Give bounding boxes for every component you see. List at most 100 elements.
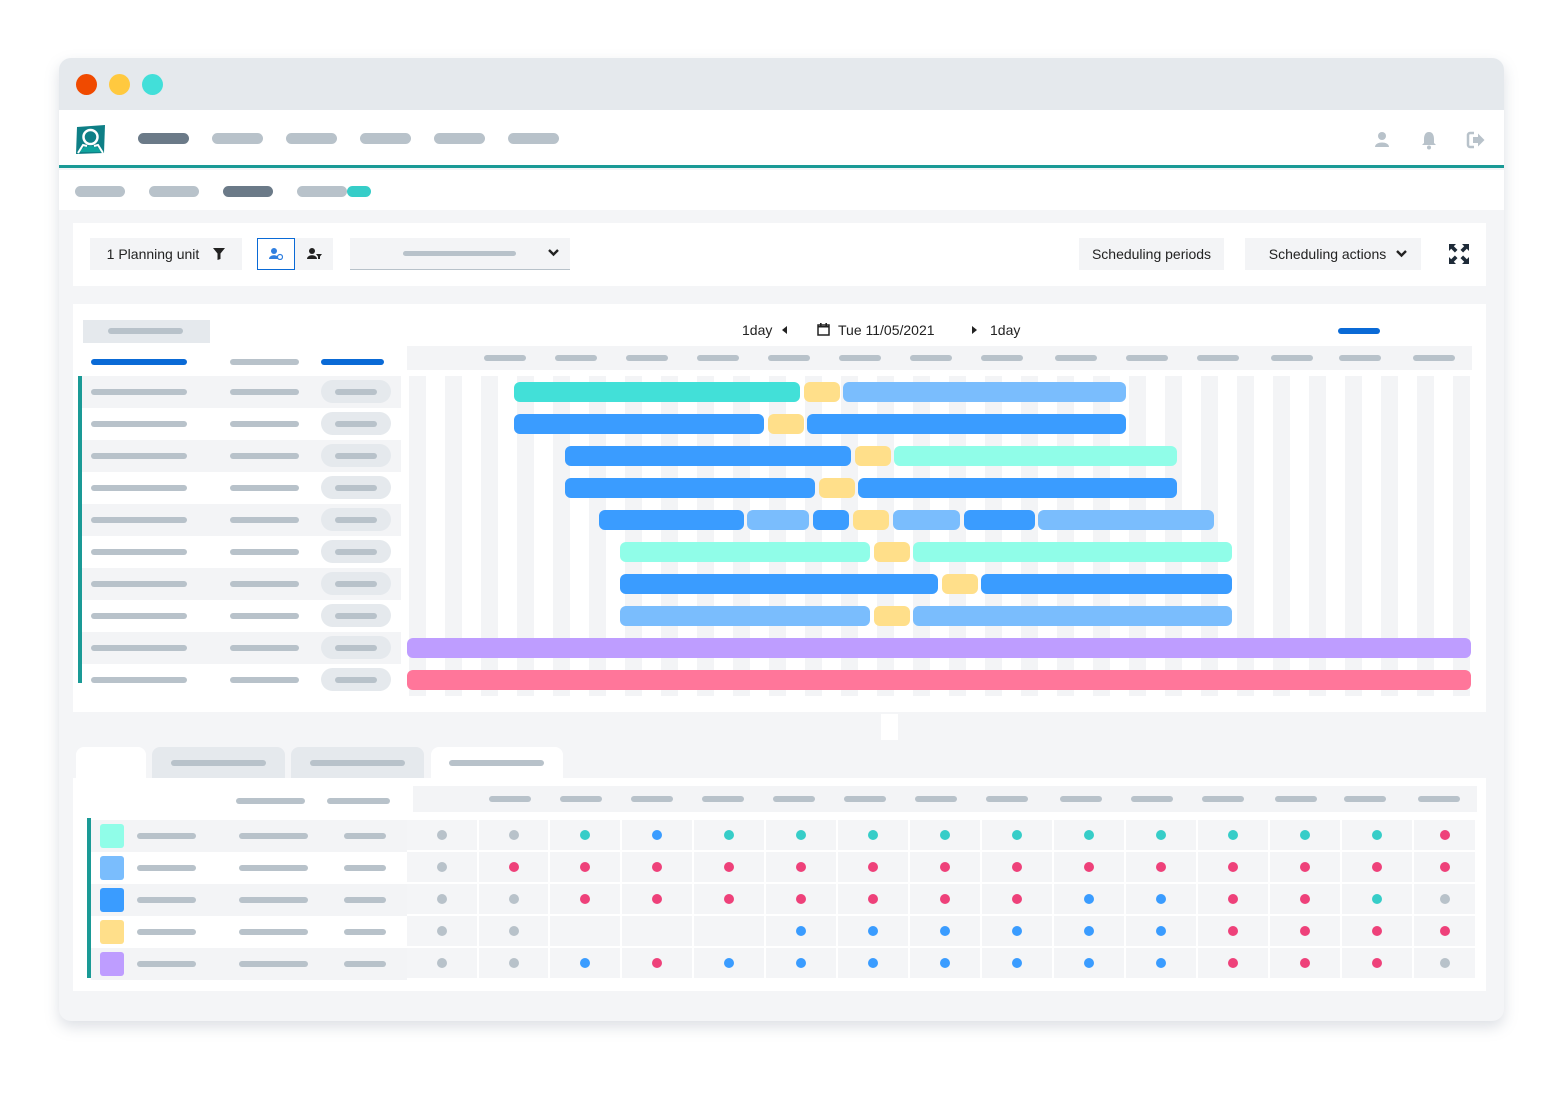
gantt-bar-purple[interactable] [407,638,1471,658]
status-cell[interactable] [1054,820,1124,850]
expand-icon[interactable] [1449,244,1469,264]
subnav-item-2[interactable] [149,186,199,197]
gantt-bar-yellow[interactable] [819,478,855,498]
prev-step-label[interactable]: 1day [742,322,773,338]
bell-icon[interactable] [1419,130,1439,150]
gantt-bar-yellow[interactable] [853,510,889,530]
status-cell[interactable] [838,852,908,882]
app-logo-icon[interactable] [74,124,107,155]
status-cell[interactable] [838,820,908,850]
status-cell[interactable] [1198,884,1268,914]
minimize-window-button[interactable] [109,74,130,95]
status-cell[interactable] [694,820,764,850]
nav-item-2[interactable] [212,133,263,144]
status-cell[interactable] [622,916,692,946]
status-cell[interactable] [982,916,1052,946]
status-cell[interactable] [1342,884,1412,914]
bottom-column-header-2[interactable] [327,798,390,804]
status-cell[interactable] [479,916,548,946]
calendar-icon[interactable] [817,323,830,336]
status-cell[interactable] [1270,884,1340,914]
legend-row[interactable] [91,852,407,884]
view-filter-toggle[interactable] [295,238,333,270]
prev-arrow-icon[interactable] [782,326,787,334]
nav-item-1[interactable] [138,133,189,144]
gantt-bar-yellow[interactable] [942,574,978,594]
resource-row[interactable] [82,440,401,472]
status-cell[interactable] [694,916,764,946]
status-cell[interactable] [407,852,477,882]
gantt-bar-yellow[interactable] [874,542,910,562]
tab-1[interactable] [76,747,146,778]
status-cell[interactable] [1414,852,1475,882]
status-cell[interactable] [479,852,548,882]
resource-row[interactable] [82,376,401,408]
gantt-bar-blue[interactable] [964,510,1035,530]
resource-row[interactable] [82,536,401,568]
status-cell[interactable] [479,948,548,978]
gantt-bar-blue[interactable] [981,574,1232,594]
column-header-3[interactable] [321,359,384,365]
gantt-bar-blue[interactable] [620,574,938,594]
status-cell[interactable] [407,916,477,946]
resource-row[interactable] [82,504,401,536]
status-cell[interactable] [1126,852,1196,882]
status-cell[interactable] [1054,852,1124,882]
status-cell[interactable] [1054,916,1124,946]
status-cell[interactable] [982,820,1052,850]
resource-chip[interactable] [321,668,391,691]
close-window-button[interactable] [76,74,97,95]
next-arrow-icon[interactable] [972,326,977,334]
status-cell[interactable] [1414,948,1475,978]
status-cell[interactable] [1198,948,1268,978]
gantt-bar-lightblue[interactable] [893,510,960,530]
status-cell[interactable] [550,916,620,946]
gantt-bar-mint[interactable] [913,542,1232,562]
gantt-bar-lightblue[interactable] [1038,510,1214,530]
gantt-bar-blue[interactable] [807,414,1126,434]
column-header-name[interactable] [91,359,187,365]
panel-splitter-handle[interactable] [881,714,898,740]
status-cell[interactable] [766,820,836,850]
status-cell[interactable] [982,852,1052,882]
status-cell[interactable] [1126,820,1196,850]
nav-item-3[interactable] [286,133,337,144]
resource-chip[interactable] [321,604,391,627]
status-cell[interactable] [910,948,980,978]
gantt-bar-blue[interactable] [565,478,815,498]
gantt-bar-blue[interactable] [565,446,851,466]
status-cell[interactable] [694,948,764,978]
tab-2[interactable] [152,747,285,778]
resource-chip[interactable] [321,380,391,403]
resource-row[interactable] [82,664,401,696]
status-cell[interactable] [1414,820,1475,850]
status-cell[interactable] [1126,916,1196,946]
gantt-bar-mint[interactable] [894,446,1177,466]
resource-row[interactable] [82,600,401,632]
status-cell[interactable] [622,852,692,882]
gantt-bar-blue[interactable] [599,510,744,530]
resource-row[interactable] [82,472,401,504]
timeline-scale-indicator[interactable] [1338,328,1380,334]
gantt-bar-yellow[interactable] [804,382,840,402]
resource-row[interactable] [82,408,401,440]
gantt-bar-blue[interactable] [514,414,764,434]
status-cell[interactable] [1198,820,1268,850]
current-date[interactable]: Tue 11/05/2021 [838,322,935,338]
status-cell[interactable] [838,884,908,914]
status-cell[interactable] [407,948,477,978]
status-cell[interactable] [407,820,477,850]
resource-chip[interactable] [321,636,391,659]
resource-search-box[interactable] [83,320,210,343]
status-cell[interactable] [622,820,692,850]
status-cell[interactable] [550,884,620,914]
status-cell[interactable] [479,884,548,914]
status-cell[interactable] [838,916,908,946]
status-cell[interactable] [622,884,692,914]
nav-item-6[interactable] [508,133,559,144]
status-cell[interactable] [766,852,836,882]
gantt-bar-yellow[interactable] [855,446,891,466]
status-cell[interactable] [1342,916,1412,946]
status-cell[interactable] [766,884,836,914]
gantt-bar-yellow[interactable] [874,606,910,626]
